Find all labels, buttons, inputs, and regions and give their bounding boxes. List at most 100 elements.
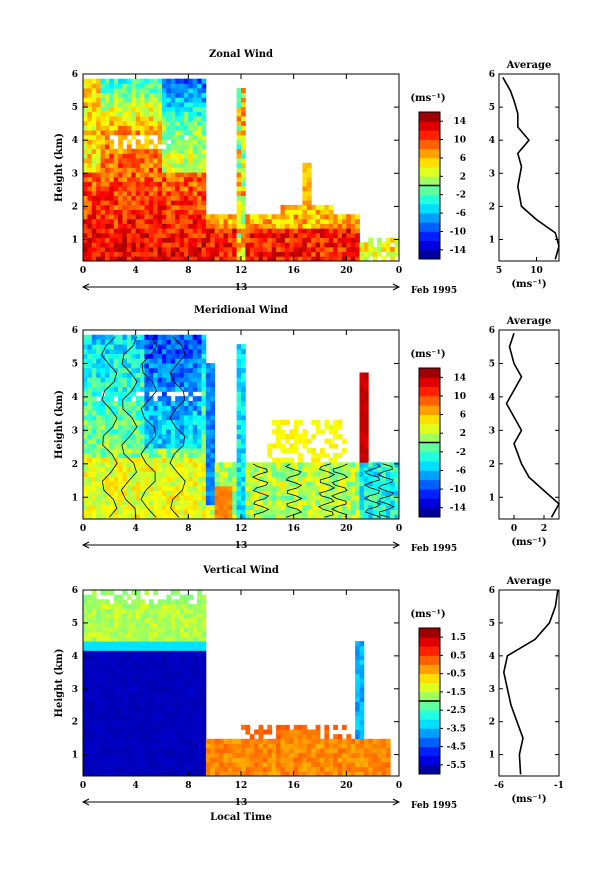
- heatmap-cell: [276, 771, 281, 777]
- heatmap-cell: [249, 251, 255, 257]
- heatmap-cell: [170, 762, 176, 768]
- heatmap-cell: [293, 251, 299, 257]
- heatmap-cell: [113, 743, 119, 749]
- heatmap-cell: [328, 495, 334, 501]
- heatmap-cell: [337, 504, 343, 510]
- y-tick-label: 1: [72, 493, 78, 503]
- heatmap-cell: [131, 683, 137, 689]
- heatmap-cell: [100, 771, 106, 777]
- heatmap-cell: [363, 467, 369, 473]
- heatmap-cell: [315, 729, 321, 735]
- heatmap-cell: [302, 433, 308, 440]
- heatmap-cell: [311, 743, 317, 749]
- heatmap-cell: [144, 481, 150, 487]
- heatmap-cell: [258, 766, 264, 772]
- heatmap-cell: [197, 377, 202, 383]
- heatmap-cell: [377, 500, 382, 506]
- heatmap-cell: [179, 710, 185, 716]
- heatmap-cell: [135, 514, 141, 520]
- heatmap-cell: [144, 153, 150, 159]
- heatmap-cell: [197, 762, 202, 768]
- heatmap-cell: [341, 752, 347, 758]
- heatmap-cell: [236, 752, 242, 758]
- heatmap-cell: [201, 452, 207, 458]
- heatmap-cell: [197, 462, 202, 468]
- heatmap-cell: [188, 410, 194, 416]
- heatmap-cell: [140, 181, 145, 187]
- heatmap-cell: [188, 485, 194, 492]
- heatmap-cell: [87, 743, 93, 749]
- heatmap-cell: [197, 372, 202, 378]
- heatmap-cell: [201, 353, 207, 359]
- heatmap-cell: [131, 622, 137, 628]
- heatmap-cell: [170, 448, 176, 454]
- heatmap-cell: [148, 701, 154, 707]
- heatmap-cell: [91, 405, 97, 411]
- heatmap-cell: [122, 706, 128, 712]
- heatmap-cell: [83, 696, 88, 702]
- heatmap-cell: [341, 448, 347, 454]
- heatmap-cell: [219, 500, 224, 506]
- heatmap-cell: [109, 218, 115, 225]
- heatmap-cell: [232, 757, 238, 763]
- heatmap-cell: [205, 476, 211, 482]
- heatmap-cell: [236, 218, 242, 225]
- heatmap-cell: [100, 200, 106, 206]
- heatmap-cell: [298, 452, 303, 458]
- heatmap-cell: [341, 762, 347, 768]
- heatmap-cell: [183, 186, 189, 192]
- heatmap-cell: [148, 692, 154, 698]
- heatmap-cell: [87, 650, 93, 656]
- heatmap-cell: [157, 724, 163, 730]
- heatmap-cell: [153, 743, 159, 749]
- heatmap-cell: [359, 509, 365, 515]
- heatmap-cell: [306, 504, 312, 510]
- heatmap-cell: [91, 256, 97, 262]
- heatmap-cell: [293, 729, 299, 735]
- heatmap-cell: [276, 762, 281, 768]
- heatmap-cell: [170, 363, 176, 369]
- heatmap-cell: [350, 495, 356, 501]
- heatmap-cell: [170, 153, 176, 159]
- heatmap-cell: [162, 232, 167, 239]
- heatmap-cell: [104, 752, 110, 758]
- heatmap-cell: [153, 636, 159, 642]
- heatmap-cell: [126, 372, 132, 378]
- heatmap-cell: [179, 509, 185, 515]
- x-tick-label: 4: [133, 524, 139, 534]
- heatmap-cell: [201, 88, 207, 94]
- heatmap-cell: [96, 504, 101, 510]
- day-label: 13: [235, 283, 248, 293]
- heatmap-cell: [223, 743, 229, 749]
- heatmap-cell: [188, 757, 194, 763]
- heatmap-cell: [236, 514, 242, 520]
- heatmap-cell: [381, 246, 387, 253]
- heatmap-cell: [214, 218, 220, 225]
- heatmap-cell: [162, 386, 167, 392]
- heatmap-cell: [166, 645, 172, 651]
- heatmap-cell: [157, 148, 163, 154]
- heatmap-cell: [280, 448, 286, 454]
- heatmap-cell: [118, 204, 123, 210]
- heatmap-cell: [131, 748, 137, 754]
- heatmap-cell: [210, 738, 216, 744]
- heatmap-cell: [118, 172, 123, 178]
- heatmap-cell: [162, 485, 167, 492]
- heatmap-cell: [126, 400, 132, 407]
- heatmap-cell: [280, 771, 286, 777]
- heatmap-cell: [236, 405, 242, 411]
- heatmap-cell: [91, 358, 97, 364]
- heatmap-cell: [267, 771, 273, 777]
- heatmap-cell: [315, 457, 321, 463]
- heatmap-cell: [122, 631, 128, 637]
- heatmap-cell: [96, 172, 101, 178]
- heatmap-cell: [241, 120, 246, 126]
- heatmap-cell: [363, 504, 369, 510]
- x-tick-label: 8: [185, 266, 191, 276]
- heatmap-cell: [113, 673, 119, 679]
- panel-title: Zonal Wind: [209, 49, 273, 60]
- heatmap-cell: [197, 424, 202, 430]
- heatmap-cell: [302, 490, 308, 496]
- heatmap-cell: [135, 509, 141, 515]
- heatmap-cell: [100, 729, 106, 735]
